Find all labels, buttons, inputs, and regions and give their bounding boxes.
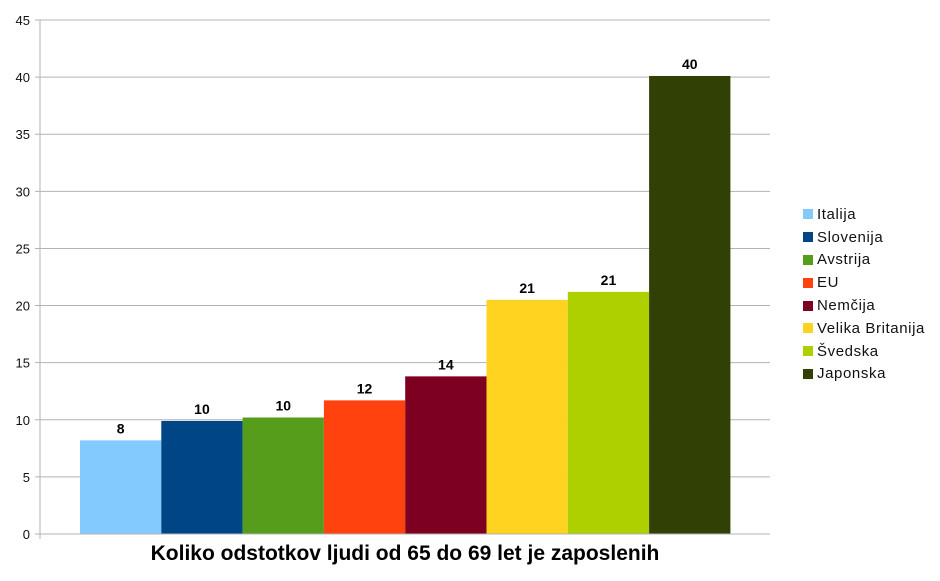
bar-italija: [80, 440, 162, 534]
data-label: 21: [601, 272, 617, 288]
legend-item: Nemčija: [803, 294, 925, 317]
legend-swatch-icon: [803, 368, 813, 379]
bar-eu: [323, 400, 406, 534]
legend-item: EU: [803, 271, 925, 294]
legend-swatch-icon: [803, 346, 813, 357]
y-tick-label: 0: [23, 527, 30, 542]
bar-slovenija: [161, 420, 243, 534]
legend-item: Slovenija: [803, 226, 925, 249]
legend-swatch-icon: [803, 254, 813, 265]
bar-velika-britanija: [486, 299, 568, 534]
bar-avstrija: [242, 417, 324, 534]
legend-item: Švedska: [803, 340, 925, 363]
bar-švedska: [567, 291, 650, 534]
y-tick-label: 45: [16, 13, 30, 28]
legend-label: Nemčija: [817, 297, 876, 315]
y-axis-ticks: 0 5 10 15 20 25 30 35 40 45: [16, 13, 30, 542]
legend-item: Avstrija: [803, 249, 925, 272]
gridlines: [35, 19, 770, 478]
data-label: 8: [117, 420, 125, 436]
chart-title: Koliko odstotkov ljudi od 65 do 69 let j…: [150, 542, 660, 565]
y-tick-label: 10: [16, 413, 30, 428]
data-label: 10: [275, 397, 291, 413]
legend-item: Velika Britanija: [803, 317, 925, 340]
legend-label: Velika Britanija: [817, 319, 925, 337]
legend-swatch-icon: [803, 277, 813, 288]
y-tick-label: 20: [16, 299, 30, 314]
legend-swatch-icon: [803, 209, 813, 220]
legend-item: Japonska: [803, 363, 925, 386]
legend: Italija Slovenija Avstrija EU Nemčija Velika …: [803, 203, 925, 385]
y-tick-label: 25: [16, 241, 30, 256]
legend-label: Japonska: [817, 365, 887, 383]
bar-nemčija: [405, 376, 487, 534]
y-tick-label: 35: [16, 127, 30, 142]
bars: [80, 75, 731, 535]
legend-swatch-icon: [803, 300, 813, 311]
data-label: 40: [682, 56, 698, 72]
y-tick-label: 5: [23, 470, 30, 485]
legend-item: Italija: [803, 203, 925, 226]
data-label: 21: [519, 280, 535, 296]
legend-label: EU: [817, 274, 840, 292]
data-label: 10: [194, 401, 210, 417]
y-tick-label: 30: [16, 184, 30, 199]
data-label: 14: [438, 356, 454, 372]
y-tick-label: 40: [16, 70, 30, 85]
legend-swatch-icon: [803, 323, 813, 334]
legend-label: Slovenija: [817, 228, 884, 246]
bar-japonska: [649, 75, 731, 535]
y-tick-label: 15: [16, 356, 30, 371]
data-labels: 8 10 10 12 14 21 21 40: [117, 56, 698, 436]
legend-label: Avstrija: [817, 251, 871, 269]
legend-swatch-icon: [803, 232, 813, 243]
legend-label: Italija: [817, 205, 857, 223]
legend-label: Švedska: [817, 342, 879, 360]
data-label: 12: [357, 380, 373, 396]
